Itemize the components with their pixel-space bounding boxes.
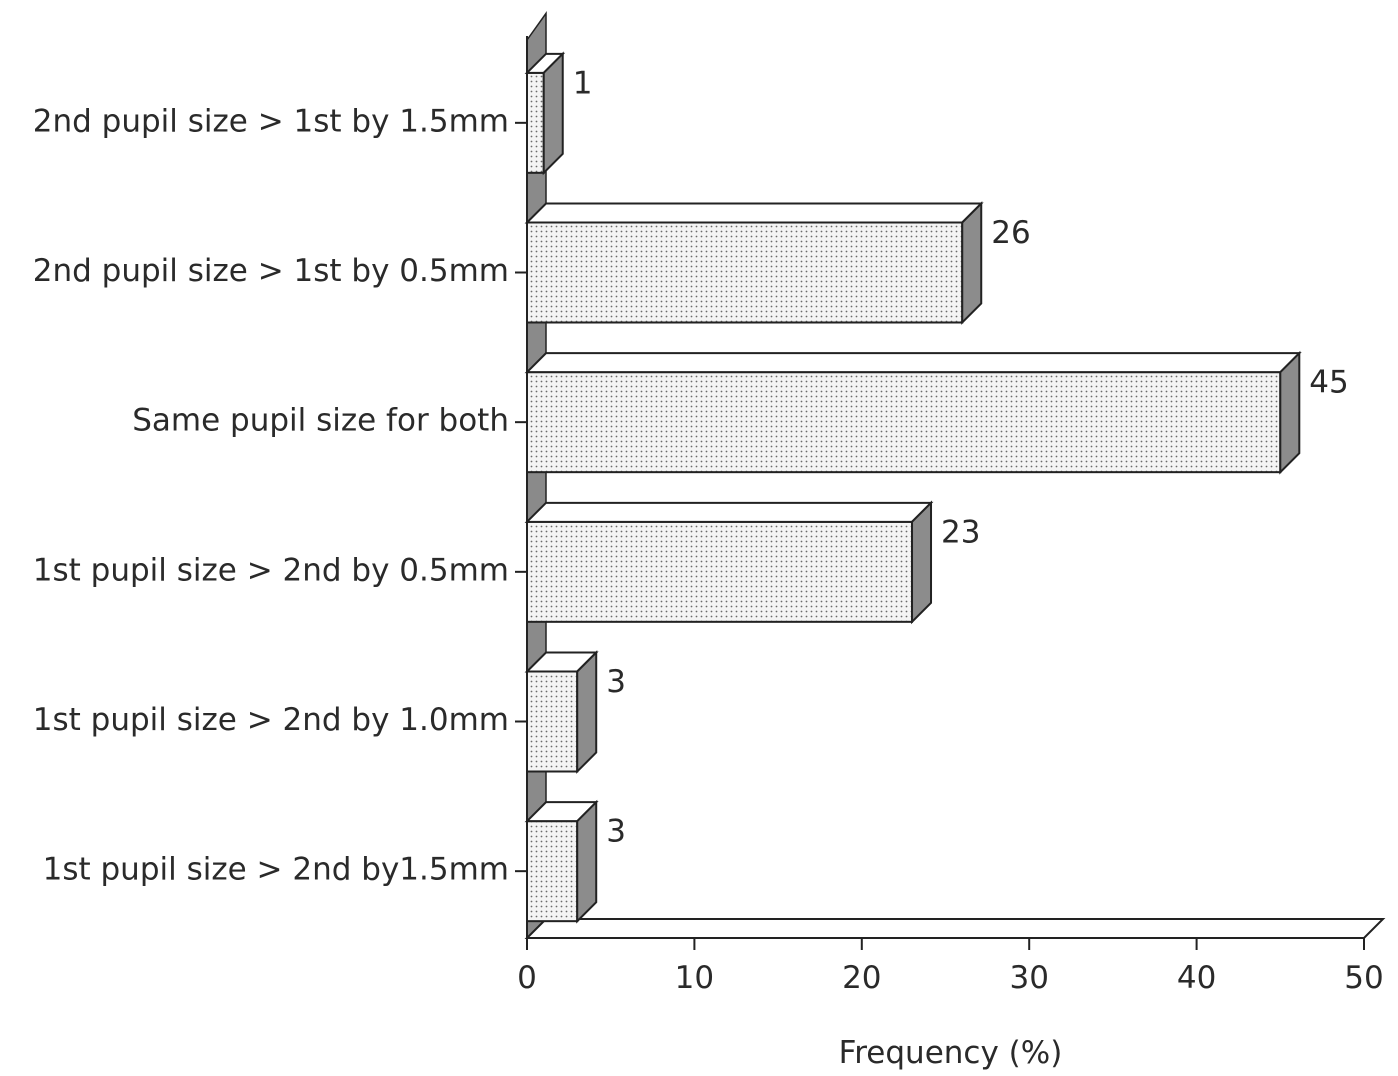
category-label: 1st pupil size > 2nd by1.5mm [43, 852, 509, 888]
category-label: Same pupil size for both [132, 403, 509, 439]
chart-floor [524, 918, 1386, 939]
x-tick-label: 30 [1009, 960, 1048, 996]
data-label: 23 [941, 514, 980, 550]
x-tick-label: 10 [675, 960, 714, 996]
bar-front [526, 371, 1282, 474]
x-tick-label: 20 [842, 960, 881, 996]
bar-top [524, 202, 984, 224]
x-axis-title: Frequency (%) [839, 1035, 1063, 1071]
bar-front [526, 71, 545, 174]
category-label: 1st pupil size > 2nd by 0.5mm [33, 552, 509, 588]
category-label: 2nd pupil size > 1st by 1.5mm [33, 103, 509, 139]
data-label: 1 [573, 65, 593, 101]
x-tick-label: 50 [1344, 960, 1383, 996]
bar-side [576, 799, 598, 924]
data-label: 45 [1309, 365, 1348, 401]
bar-side [1279, 350, 1301, 475]
x-axis: 0 10 20 30 40 50 [517, 937, 1384, 996]
bar-top [524, 352, 1302, 374]
bar-front [526, 820, 579, 923]
x-tick-label: 40 [1177, 960, 1216, 996]
bar-side [576, 650, 598, 774]
y-axis: 2nd pupil size > 1st by 1.5mm 2nd pupil s… [33, 36, 528, 938]
bar-front [526, 670, 579, 773]
bar-side [542, 51, 564, 176]
floor-plane [524, 918, 1386, 939]
data-label: 3 [606, 664, 626, 700]
bar-front [526, 221, 964, 324]
data-label: 3 [606, 814, 626, 850]
bar-front [526, 520, 914, 623]
data-label: 26 [991, 215, 1030, 251]
bar-side [911, 500, 933, 625]
x-tick-label: 0 [517, 960, 537, 996]
bar-top [524, 501, 934, 523]
bars: 1 26 45 23 3 3 [524, 51, 1349, 924]
category-label: 2nd pupil size > 1st by 0.5mm [33, 253, 509, 289]
bar-side [961, 201, 983, 325]
category-label: 1st pupil size > 2nd by 1.0mm [33, 702, 509, 738]
